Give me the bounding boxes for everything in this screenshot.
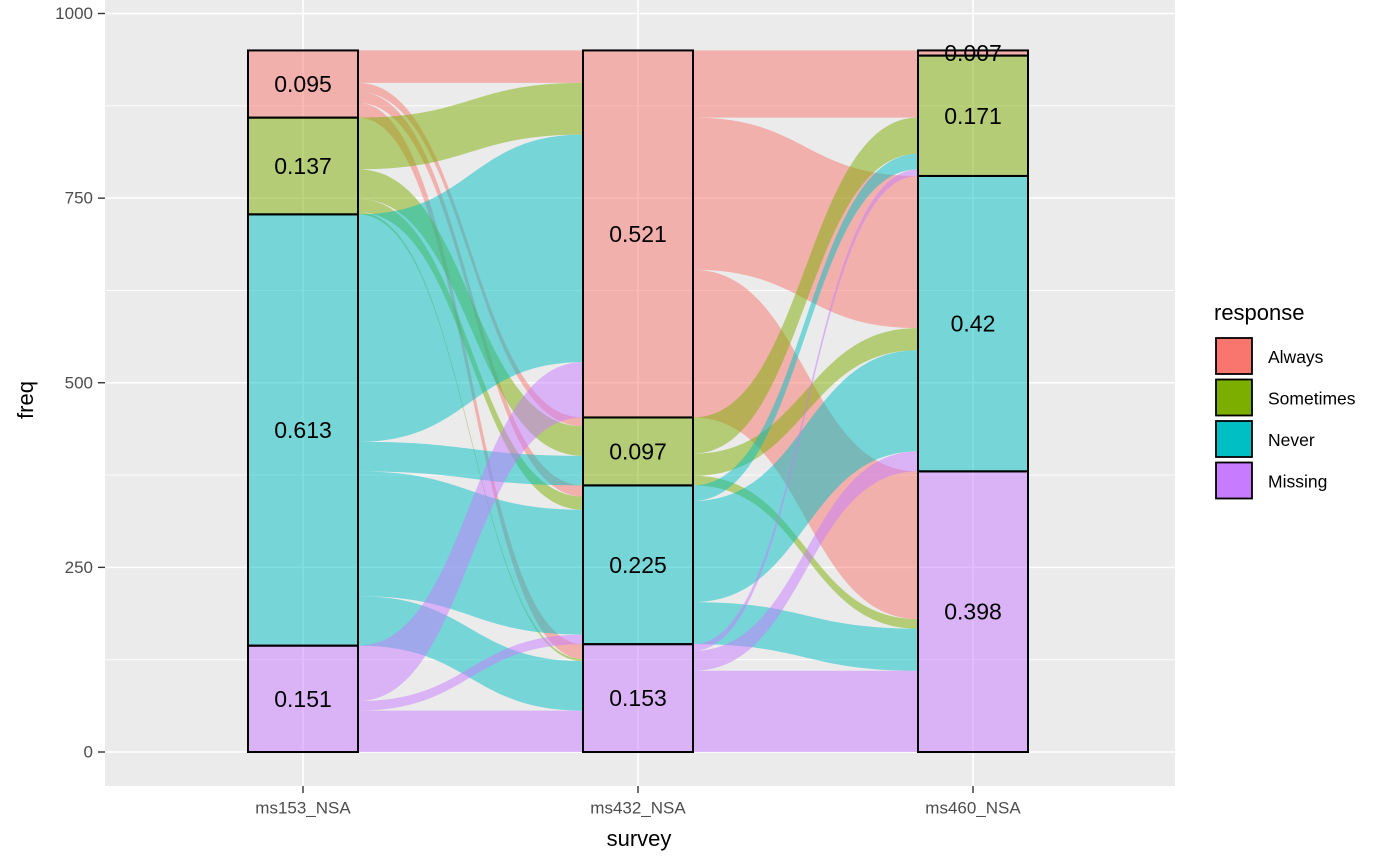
y-tick-label: 500: [65, 373, 93, 392]
stratum-fill-sometimes: [248, 117, 358, 215]
y-tick-label: 1000: [55, 4, 93, 23]
x-axis-title: survey: [607, 826, 672, 851]
flow-missing-to-never: [358, 634, 583, 711]
alluvial-flows: [358, 50, 918, 752]
x-tick-label: ms460_NSA: [925, 799, 1021, 818]
legend-label: Missing: [1268, 472, 1327, 492]
legend-label: Always: [1268, 347, 1324, 367]
legend-label: Sometimes: [1268, 389, 1356, 409]
stratum-box-missing: [582, 643, 694, 754]
legend-title: response: [1214, 300, 1305, 325]
stratum-fill-never: [583, 485, 693, 645]
strata-boxes: [247, 49, 1029, 754]
y-axis: 0 250 500 750 1000: [55, 4, 105, 762]
legend: response Always Sometimes Never Missing: [1214, 300, 1356, 500]
stratum-fill-always: [583, 50, 693, 418]
stratum-label: 0.225: [609, 552, 667, 578]
flow-missing-to-missing: [693, 670, 918, 752]
x-tick-label: ms432_NSA: [590, 799, 686, 818]
legend-key-missing: [1215, 461, 1253, 500]
flow-missing-to-always: [358, 362, 583, 702]
stratum-fill-sometimes: [583, 417, 693, 486]
stratum-fill-never: [918, 175, 1028, 472]
flow-sometimes-to-missing: [358, 212, 583, 662]
stratum-fill-never: [248, 214, 358, 646]
legend-key-always: [1215, 337, 1253, 375]
stratum-fill-sometimes: [918, 55, 1028, 176]
flow-sometimes-to-always: [358, 82, 583, 170]
y-tick-label: 750: [65, 189, 93, 208]
legend-key-never: [1215, 420, 1253, 458]
flow-never-to-missing: [693, 602, 918, 671]
stratum-label: 0.095: [274, 71, 332, 97]
stratum-label: 0.171: [944, 103, 1002, 129]
legend-key-sometimes: [1215, 378, 1253, 417]
stratum-box-missing: [247, 644, 359, 754]
flow-always-to-sometimes: [693, 55, 918, 118]
stratum-label: 0.151: [274, 686, 332, 712]
stratum-fill-always: [248, 50, 358, 118]
stratum-box-missing: [917, 470, 1029, 753]
flow-never-to-sometimes: [358, 441, 583, 486]
flow-missing-to-missing: [358, 710, 583, 752]
stratum-label: 0.153: [609, 685, 667, 711]
flow-missing-to-sometimes: [693, 169, 918, 651]
stratum-fill-missing: [918, 471, 1028, 752]
flow-never-to-always: [358, 134, 583, 442]
stratum-label: 0.42: [951, 311, 996, 337]
legend-items: Always Sometimes Never Missing: [1215, 337, 1356, 500]
x-axis: ms153_NSA ms432_NSA ms460_NSA: [255, 786, 1021, 818]
flow-sometimes-to-sometimes: [693, 117, 918, 454]
y-tick-label: 0: [84, 743, 93, 762]
x-tick-label: ms153_NSA: [255, 799, 351, 818]
flow-always-to-always: [358, 50, 583, 83]
stratum-label: 0.137: [274, 153, 332, 179]
flow-always-to-always: [693, 50, 918, 56]
stratum-label: 0.398: [944, 599, 1002, 625]
y-tick-label: 250: [65, 558, 93, 577]
legend-label: Never: [1268, 430, 1315, 450]
stratum-label: 0.097: [609, 438, 667, 464]
flow-never-to-sometimes: [693, 153, 918, 501]
flow-never-to-never: [693, 350, 918, 603]
stratum-label: 0.613: [274, 417, 332, 443]
stratum-label: 0.521: [609, 221, 667, 247]
flow-missing-to-never: [693, 451, 918, 671]
y-axis-title: freq: [13, 381, 38, 419]
stratum-fill-missing: [248, 645, 358, 752]
stratum-fill-missing: [583, 644, 693, 752]
strata-labels: 0.095 0.137 0.613 0.151 0.521 0.097 0.225 0.153…: [274, 40, 1002, 712]
stratum-label: 0.007: [944, 40, 1002, 66]
flow-sometimes-to-never: [693, 328, 918, 476]
stratum-fill-always: [918, 50, 1028, 56]
